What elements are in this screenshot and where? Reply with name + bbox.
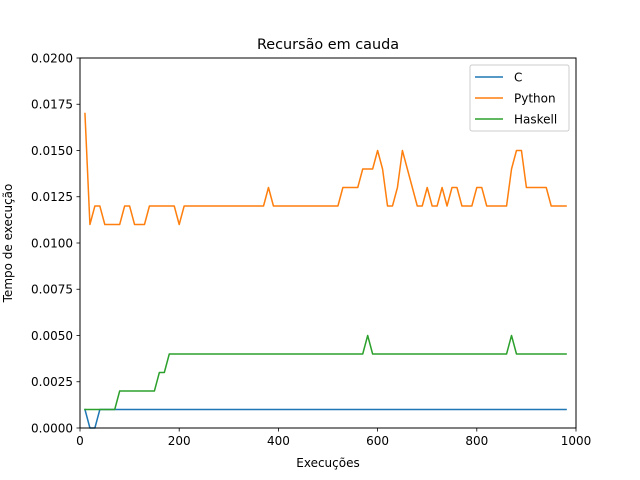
x-tick-label: 0	[76, 434, 84, 448]
y-tick-label: 0.0125	[31, 190, 73, 204]
legend: C Python Haskell	[469, 64, 570, 132]
y-tick-label: 0.0000	[31, 421, 73, 435]
x-axis-label: Execuções	[296, 456, 359, 470]
x-tick-label: 800	[465, 434, 488, 448]
series-line-haskell	[84, 334, 567, 411]
y-axis-ticks: 0.0000 0.0025 0.0050 0.0075 0.0100 0.0125 0.01…	[31, 51, 80, 435]
y-tick-label: 0.0175	[31, 98, 73, 112]
legend-label-haskell: Haskell	[514, 112, 557, 126]
series-line-python	[84, 112, 567, 226]
x-tick-label: 600	[366, 434, 389, 448]
y-tick-label: 0.0150	[31, 144, 73, 158]
plot-lines	[84, 112, 567, 429]
x-axis-ticks: 0 200 400 600 800 1000	[76, 428, 591, 448]
series-line-c	[84, 408, 567, 429]
legend-label-python: Python	[514, 91, 556, 105]
y-tick-label: 0.0200	[31, 51, 73, 65]
y-tick-label: 0.0075	[31, 283, 73, 297]
x-tick-label: 1000	[561, 434, 592, 448]
chart-title: Recursão em cauda	[257, 37, 399, 53]
y-axis-label: Tempo de execução	[1, 184, 15, 304]
y-tick-label: 0.0025	[31, 375, 73, 389]
legend-box	[469, 64, 570, 132]
y-tick-label: 0.0050	[31, 329, 73, 343]
legend-label-c: C	[514, 70, 522, 84]
x-tick-label: 400	[267, 434, 290, 448]
y-tick-label: 0.0100	[31, 236, 73, 250]
x-tick-label: 200	[168, 434, 191, 448]
